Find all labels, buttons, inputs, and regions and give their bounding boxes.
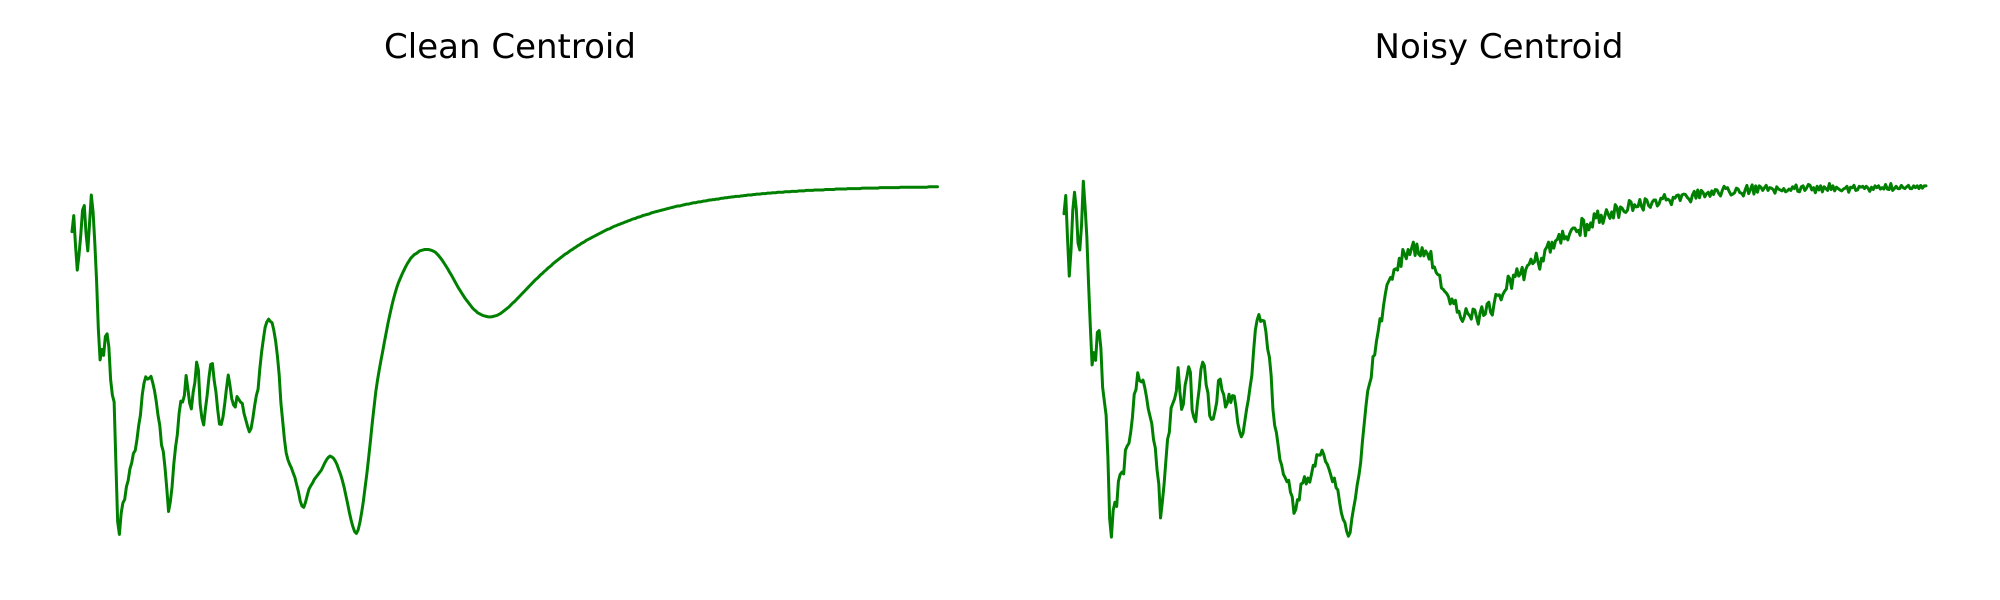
clean-centroid-title: Clean Centroid — [384, 27, 636, 67]
noisy-centroid-plot — [1062, 179, 1928, 539]
clean-centroid-line — [70, 185, 939, 536]
noisy-centroid-panel: Noisy Centroid — [1000, 0, 2000, 600]
clean-centroid-panel: Clean Centroid — [70, 27, 939, 536]
noisy-centroid-title: Noisy Centroid — [1374, 27, 1624, 67]
clean-centroid-plot — [70, 185, 939, 536]
noisy-centroid-line — [1062, 179, 1928, 539]
